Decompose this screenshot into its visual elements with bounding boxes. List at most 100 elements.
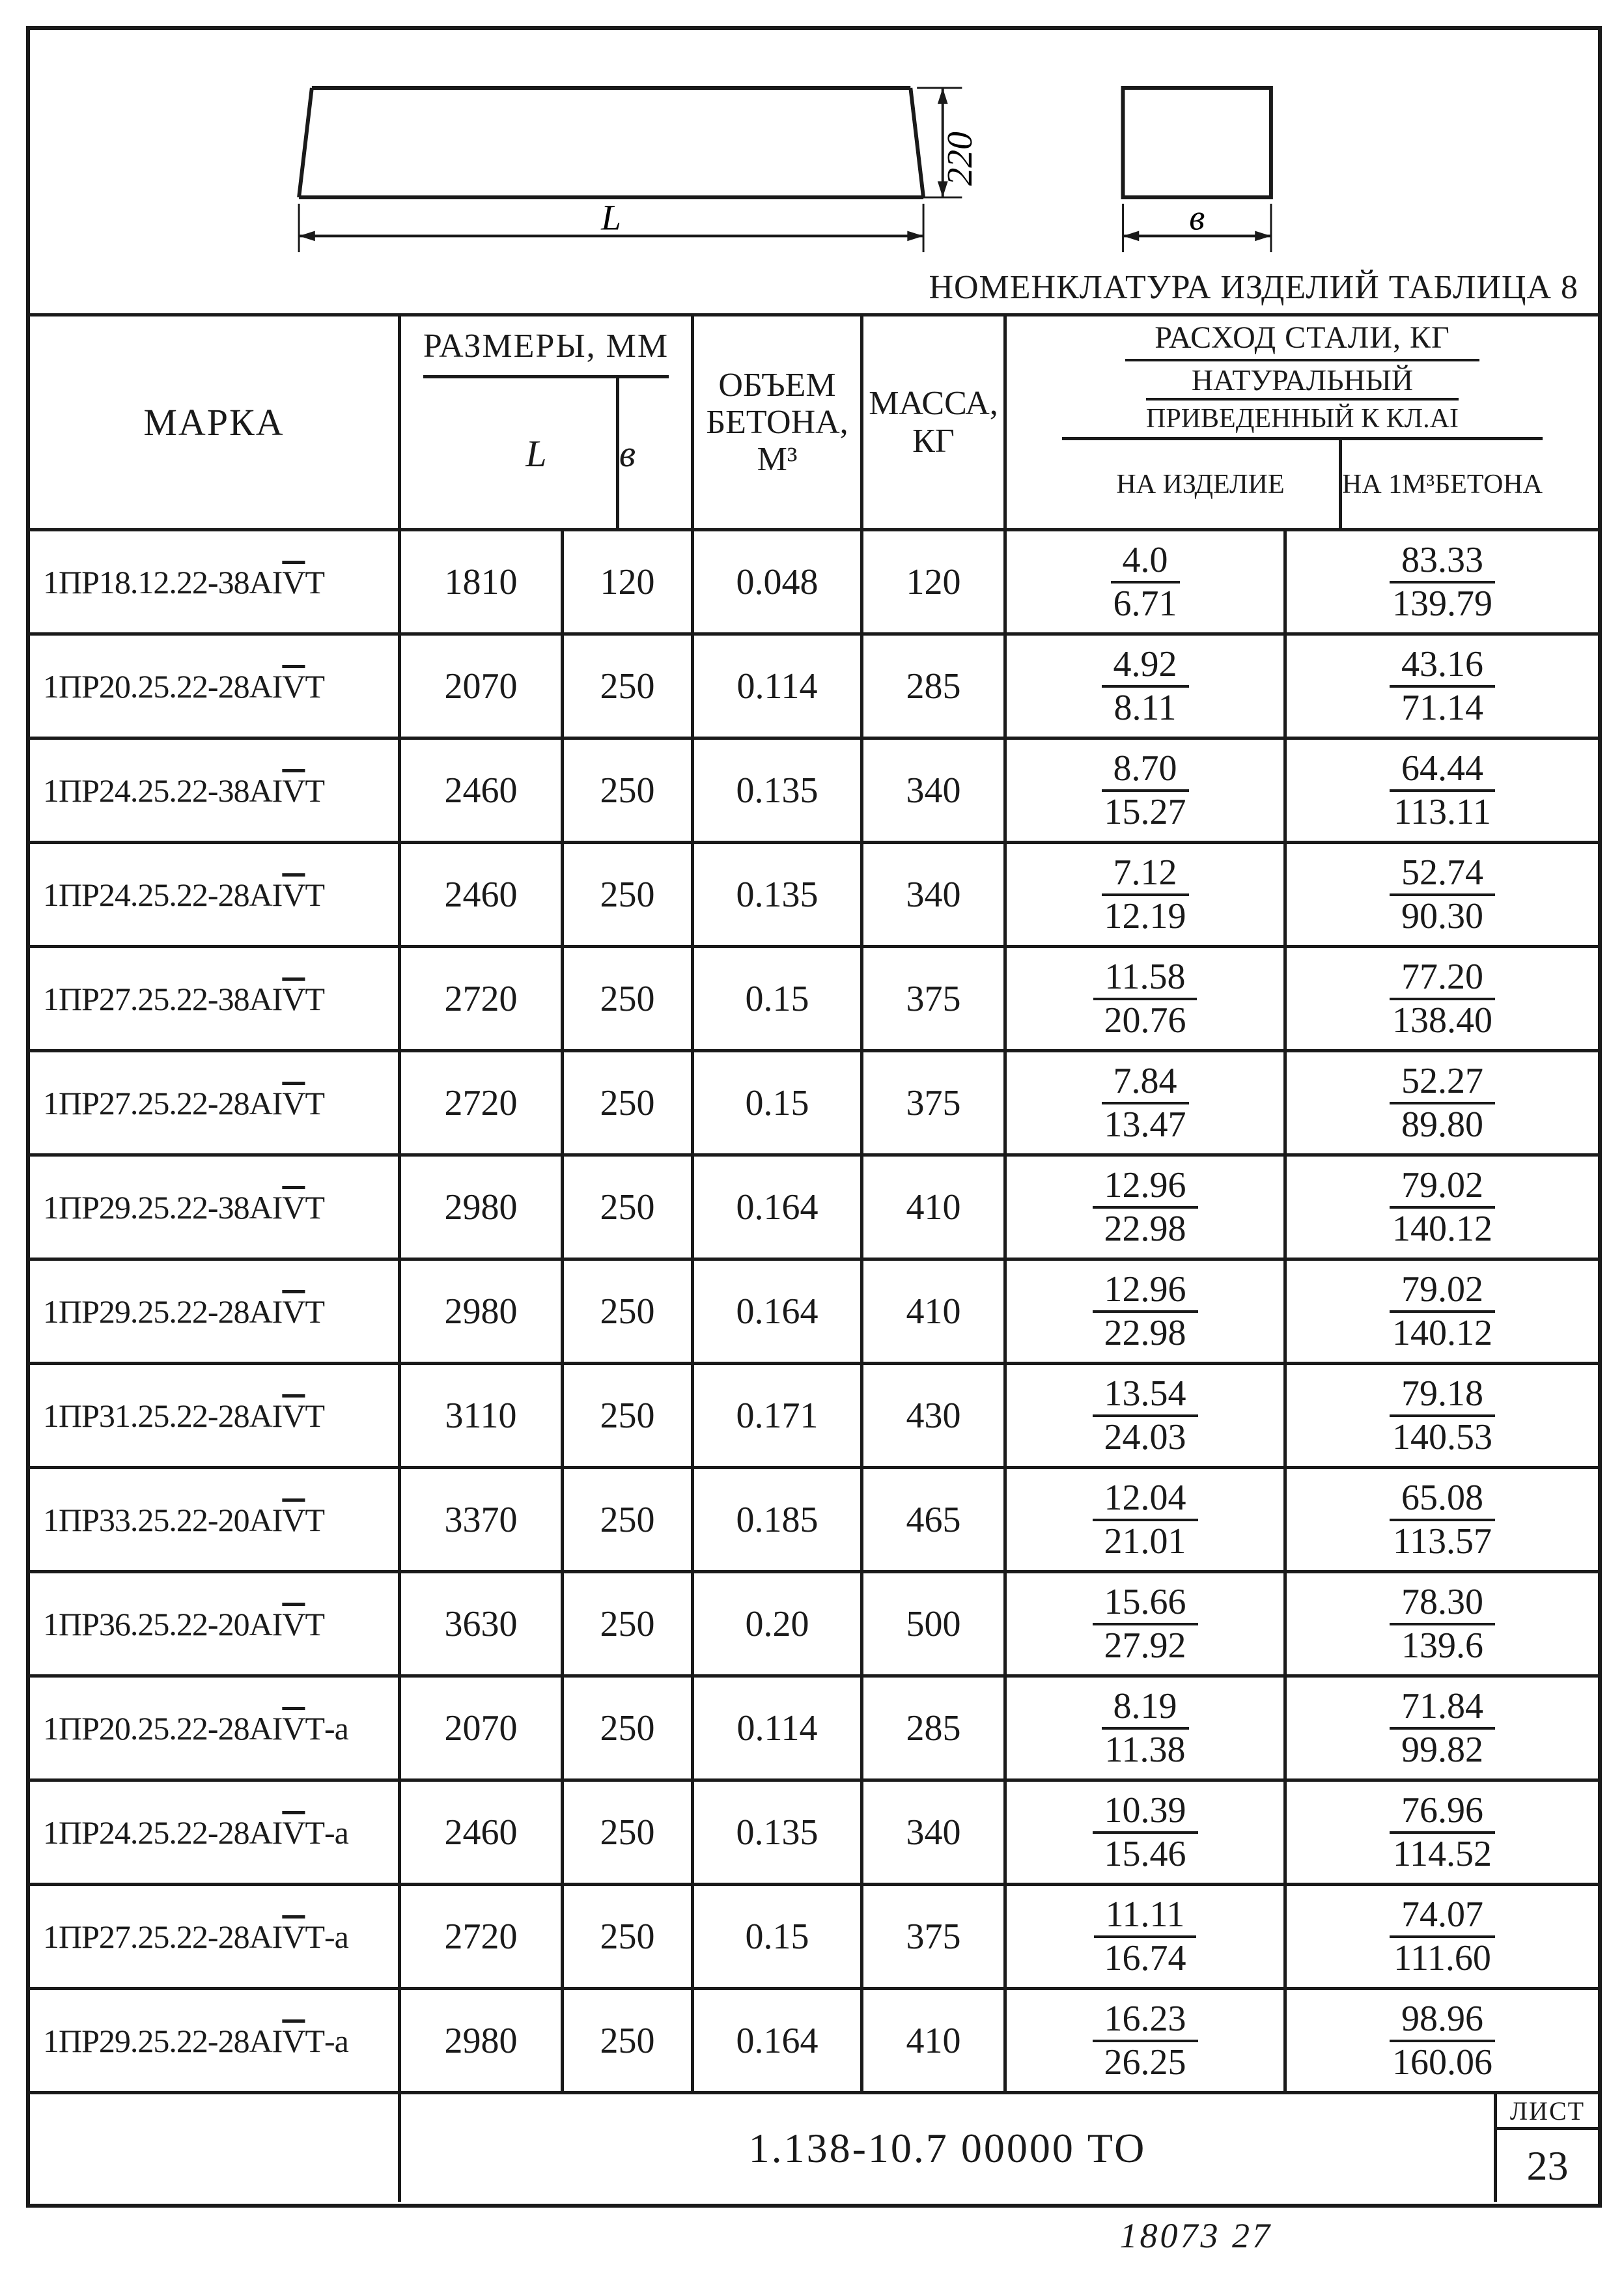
cell-mass: 410	[863, 1990, 1007, 2091]
cell-marka: 1ПР24.25.22-28АIVТ	[30, 844, 401, 945]
table-row: 1ПР24.25.22-28АIVТ-а24602500.13534010.39…	[30, 1782, 1598, 1886]
table-row: 1ПР27.25.22-38АIVТ27202500.1537511.5820.…	[30, 948, 1598, 1052]
cell-steel-item: 11.1116.74	[1007, 1886, 1287, 1987]
cell-steel-item: 12.9622.98	[1007, 1157, 1287, 1258]
cell-volume: 0.048	[694, 531, 863, 632]
cell-steel-m3: 77.20138.40	[1287, 948, 1598, 1049]
hdr-dims-label: РАЗМЕРЫ, ММ	[423, 316, 669, 378]
cell-steel-m3: 74.07111.60	[1287, 1886, 1598, 1987]
cell-L: 3370	[401, 1469, 564, 1570]
hdr-volume: ОБЪЕМ БЕТОНА, М³	[694, 316, 863, 528]
cell-steel-m3: 79.02140.12	[1287, 1157, 1598, 1258]
cell-steel-item: 4.06.71	[1007, 531, 1287, 632]
cell-volume: 0.114	[694, 636, 863, 737]
table-row: 1ПР27.25.22-28АIVТ-а27202500.1537511.111…	[30, 1886, 1598, 1990]
cell-b: 250	[564, 1157, 694, 1258]
cell-mass: 430	[863, 1365, 1007, 1466]
cell-steel-m3: 64.44113.11	[1287, 740, 1598, 841]
cell-mass: 375	[863, 1052, 1007, 1153]
cell-L: 2980	[401, 1261, 564, 1362]
hdr-dims: РАЗМЕРЫ, ММ L в	[401, 316, 694, 528]
cell-b: 250	[564, 844, 694, 945]
cell-volume: 0.20	[694, 1573, 863, 1674]
cell-mass: 375	[863, 948, 1007, 1049]
hdr-vol-1: ОБЪЕМ	[718, 367, 835, 404]
cell-marka: 1ПР27.25.22-38АIVТ	[30, 948, 401, 1049]
cell-steel-item: 16.2326.25	[1007, 1990, 1287, 2091]
cell-L: 3110	[401, 1365, 564, 1466]
cell-steel-m3: 78.30139.6	[1287, 1573, 1598, 1674]
cell-steel-item: 4.928.11	[1007, 636, 1287, 737]
cell-b: 250	[564, 1573, 694, 1674]
cell-L: 2980	[401, 1157, 564, 1258]
cell-steel-m3: 79.02140.12	[1287, 1261, 1598, 1362]
cell-volume: 0.15	[694, 1886, 863, 1987]
cell-volume: 0.135	[694, 1782, 863, 1883]
dim-b: в	[1189, 197, 1205, 237]
hdr-b: в	[619, 378, 636, 528]
cell-b: 250	[564, 1261, 694, 1362]
cell-marka: 1ПР36.25.22-20АIVТ	[30, 1573, 401, 1674]
cell-volume: 0.164	[694, 1261, 863, 1362]
drawing-code: 1.138-10.7 00000 ТО	[401, 2094, 1494, 2202]
hdr-mass: МАССА, КГ	[863, 316, 1007, 528]
cell-b: 250	[564, 1886, 694, 1987]
hdr-marka: МАРКА	[30, 316, 401, 528]
cell-b: 250	[564, 740, 694, 841]
table-row: 1ПР33.25.22-20АIVТ33702500.18546512.0421…	[30, 1469, 1598, 1573]
table-caption: НОМЕНКЛАТУРА ИЗДЕЛИЙ ТАБЛИЦА 8	[929, 268, 1578, 307]
cell-steel-m3: 79.18140.53	[1287, 1365, 1598, 1466]
cell-mass: 340	[863, 740, 1007, 841]
cell-marka: 1ПР24.25.22-28АIVТ-а	[30, 1782, 401, 1883]
cell-b: 250	[564, 1678, 694, 1778]
cell-steel-m3: 83.33139.79	[1287, 531, 1598, 632]
table-row: 1ПР20.25.22-28АIVТ20702500.1142854.928.1…	[30, 636, 1598, 740]
cell-steel-item: 10.3915.46	[1007, 1782, 1287, 1883]
cell-steel-m3: 52.2789.80	[1287, 1052, 1598, 1153]
table-row: 1ПР29.25.22-38АIVТ29802500.16441012.9622…	[30, 1157, 1598, 1261]
cell-marka: 1ПР31.25.22-28АIVТ	[30, 1365, 401, 1466]
cell-L: 1810	[401, 531, 564, 632]
table-row: 1ПР29.25.22-28АIVТ-а29802500.16441016.23…	[30, 1990, 1598, 2094]
cell-b: 250	[564, 1990, 694, 2091]
cell-steel-m3: 71.8499.82	[1287, 1678, 1598, 1778]
cell-volume: 0.164	[694, 1990, 863, 2091]
hdr-steel: РАСХОД СТАЛИ, КГ НАТУРАЛЬНЫЙ ПРИВЕДЕННЫЙ…	[1007, 316, 1598, 528]
cell-b: 120	[564, 531, 694, 632]
cell-marka: 1ПР27.25.22-28АIVТ	[30, 1052, 401, 1153]
cell-marka: 1ПР20.25.22-28АIVТ-а	[30, 1678, 401, 1778]
cell-mass: 340	[863, 1782, 1007, 1883]
cell-L: 2720	[401, 948, 564, 1049]
table-row: 1ПР20.25.22-28АIVТ-а20702500.1142858.191…	[30, 1678, 1598, 1782]
title-block-left	[30, 2094, 401, 2202]
drawing-sheet: ИНВ.№ ПОДЛ. | ПОДПИСЬ И ДАТА | ВЗАМ.ИНВ.…	[26, 26, 1602, 2208]
cell-marka: 1ПР27.25.22-28АIVТ-а	[30, 1886, 401, 1987]
cell-steel-item: 12.9622.98	[1007, 1261, 1287, 1362]
cell-mass: 410	[863, 1157, 1007, 1258]
table-row: 1ПР24.25.22-38АIVТ24602500.1353408.7015.…	[30, 740, 1598, 844]
cell-L: 2070	[401, 1678, 564, 1778]
cell-mass: 340	[863, 844, 1007, 945]
cell-steel-item: 7.8413.47	[1007, 1052, 1287, 1153]
sheet-number: 23	[1497, 2130, 1598, 2202]
cell-volume: 0.171	[694, 1365, 863, 1466]
cell-mass: 375	[863, 1886, 1007, 1987]
cell-mass: 465	[863, 1469, 1007, 1570]
cell-L: 3630	[401, 1573, 564, 1674]
cell-L: 2460	[401, 1782, 564, 1883]
cell-mass: 500	[863, 1573, 1007, 1674]
cell-b: 250	[564, 1469, 694, 1570]
cell-marka: 1ПР24.25.22-38АIVТ	[30, 740, 401, 841]
hdr-vol-3: М³	[757, 441, 798, 478]
table-row: 1ПР29.25.22-28АIVТ29802500.16441012.9622…	[30, 1261, 1598, 1365]
cell-b: 250	[564, 1365, 694, 1466]
title-block: 1.138-10.7 00000 ТО ЛИСТ 23	[30, 2094, 1598, 2202]
cell-marka: 1ПР18.12.22-38АIVТ	[30, 531, 401, 632]
table-row: 1ПР24.25.22-28АIVТ24602500.1353407.1212.…	[30, 844, 1598, 948]
cell-steel-item: 11.5820.76	[1007, 948, 1287, 1049]
cell-marka: 1ПР29.25.22-38АIVТ	[30, 1157, 401, 1258]
hdr-steel-1: РАСХОД СТАЛИ, КГ	[1155, 316, 1449, 359]
cell-L: 2460	[401, 740, 564, 841]
cell-steel-item: 7.1212.19	[1007, 844, 1287, 945]
table-row: 1ПР18.12.22-38АIVТ18101200.0481204.06.71…	[30, 531, 1598, 636]
